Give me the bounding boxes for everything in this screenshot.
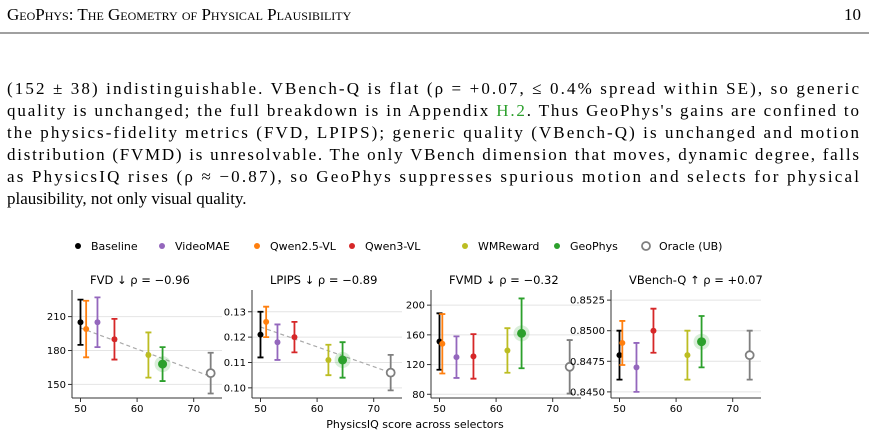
x-tick-label: 70 <box>546 404 559 415</box>
legend-label: WMReward <box>478 240 539 253</box>
y-tick-label: 0.8525 <box>570 296 605 307</box>
data-point <box>504 347 511 354</box>
data-point <box>263 318 270 325</box>
data-point <box>274 339 281 346</box>
x-tick-label: 60 <box>131 404 144 415</box>
trend-line <box>260 326 391 374</box>
paragraph-line: the physics-fidelity metrics (FVD, LPIPS… <box>7 123 860 142</box>
data-point <box>470 353 477 360</box>
data-point <box>439 340 446 347</box>
running-title: GeoPhys: The Geometry of Physical Plausi… <box>7 5 352 24</box>
figure: FVD ↓ ρ = −0.96 150 180 210 50 60 70 LPIPS ↓ ρ … <box>47 273 763 415</box>
y-tick-label: 80 <box>412 390 425 401</box>
data-point <box>145 352 152 359</box>
text-span: . Thus GeoPhys's gains are confined to <box>527 101 859 120</box>
data-point <box>257 331 264 338</box>
legend-marker <box>641 241 651 251</box>
legend-label: Qwen3-VL <box>365 240 421 253</box>
legend-marker <box>554 243 560 249</box>
chart-title: VBench-Q ↑ ρ = +0.07 <box>629 273 763 287</box>
paragraph-line: (152 ± 38) indistinguishable. VBench-Q i… <box>7 79 859 98</box>
legend-marker <box>462 243 468 249</box>
legend-label: Oracle (UB) <box>659 240 722 253</box>
data-point <box>684 352 691 359</box>
data-point <box>205 368 216 379</box>
data-point <box>564 361 575 372</box>
data-point <box>619 339 626 346</box>
chart-title: FVD ↓ ρ = −0.96 <box>90 273 190 287</box>
data-point <box>77 319 84 326</box>
x-tick-label: 70 <box>187 404 200 415</box>
paragraph: (152 ± 38) indistinguishable. VBench-Q i… <box>7 79 860 208</box>
trend-line <box>80 327 211 378</box>
x-tick-label: 60 <box>490 404 503 415</box>
y-tick-label: 200 <box>406 301 425 312</box>
chart-title: LPIPS ↓ ρ = −0.89 <box>270 273 377 287</box>
y-tick-label: 0.8475 <box>570 357 605 368</box>
y-tick-label: 210 <box>47 312 66 323</box>
data-point <box>111 336 118 343</box>
data-point <box>83 326 90 333</box>
data-point <box>650 327 657 334</box>
paragraph-line: plausibility, not only visual quality. <box>7 189 247 208</box>
data-point <box>616 352 623 359</box>
paragraph-line: as PhysicsIQ rises (ρ ≈ −0.87), so GeoPh… <box>7 167 859 186</box>
chart-title: FVMD ↓ ρ = −0.32 <box>449 273 559 287</box>
data-point <box>453 354 460 361</box>
y-tick-label: 150 <box>47 380 66 391</box>
legend-marker <box>75 243 81 249</box>
x-axis-label: PhysicsIQ score across selectors <box>326 418 504 431</box>
x-tick-label: 60 <box>670 404 683 415</box>
legend-label: GeoPhys <box>570 240 618 253</box>
legend-label: Qwen2.5-VL <box>270 240 337 253</box>
paragraph-line: distribution (FVMD) is unresolvable. The… <box>7 145 859 164</box>
data-point <box>633 364 640 371</box>
y-tick-label: 0.12 <box>224 333 246 344</box>
paragraph-line: quality is unchanged; the full breakdown… <box>7 101 859 120</box>
legend-marker <box>159 243 165 249</box>
page-number: 10 <box>844 5 861 24</box>
data-point <box>338 355 348 365</box>
legend-label: Baseline <box>91 240 138 253</box>
text-span: quality is unchanged; the full breakdown… <box>7 101 494 120</box>
x-tick-label: 50 <box>74 404 87 415</box>
y-tick-label: 0.10 <box>224 383 246 394</box>
data-point <box>385 367 396 378</box>
legend-marker <box>349 243 355 249</box>
data-point <box>744 350 755 361</box>
legend: Baseline VideoMAE Qwen2.5-VL Qwen3-VL WMRewa… <box>75 240 722 253</box>
legend-marker <box>254 243 260 249</box>
data-point <box>697 337 707 347</box>
y-tick-label: 120 <box>406 360 425 371</box>
data-point <box>325 356 332 363</box>
x-tick-label: 50 <box>254 404 267 415</box>
data-point <box>94 319 101 326</box>
x-tick-label: 60 <box>311 404 324 415</box>
data-point <box>291 334 298 341</box>
y-tick-label: 180 <box>47 346 66 357</box>
x-tick-label: 70 <box>726 404 739 415</box>
y-tick-label: 0.8500 <box>570 326 605 337</box>
data-point <box>517 328 527 338</box>
y-tick-label: 0.8450 <box>570 387 605 398</box>
x-tick-label: 50 <box>433 404 446 415</box>
y-tick-label: 0.11 <box>224 358 246 369</box>
data-point <box>158 359 168 369</box>
x-tick-label: 50 <box>613 404 626 415</box>
link: H.2 <box>496 101 525 120</box>
y-tick-label: 0.13 <box>224 307 246 318</box>
legend-label: VideoMAE <box>175 240 230 253</box>
y-tick-label: 160 <box>406 330 425 341</box>
x-tick-label: 70 <box>367 404 380 415</box>
